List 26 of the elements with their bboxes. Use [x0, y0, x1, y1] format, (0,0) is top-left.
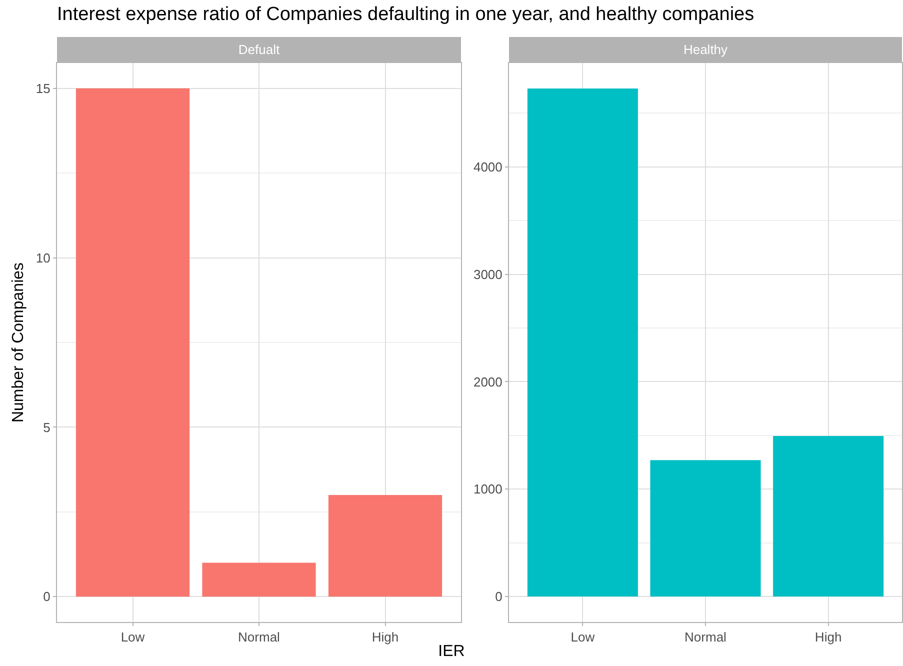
- chart-title: Healthy: [509, 37, 902, 62]
- y-tick-label: 5: [43, 420, 50, 435]
- y-tick-label: 15: [36, 80, 50, 96]
- x-tick-label: High: [814, 630, 842, 645]
- x-tick-label: Low: [570, 630, 596, 645]
- y-tick-label: 0: [43, 589, 50, 604]
- y-tick-label: 0: [495, 589, 502, 604]
- y-tick-label: 2000: [473, 374, 502, 390]
- bar: [202, 562, 316, 597]
- text: Interest expense ratio of Companies defaulting in one year, and healthy companies: [57, 4, 754, 26]
- y-tick-label: 10: [36, 250, 50, 266]
- x-tick-label: High: [372, 630, 399, 645]
- bar: [650, 460, 761, 597]
- bar: [76, 88, 190, 597]
- x-tick-label: Normal: [684, 630, 727, 645]
- y-tick-label: 3000: [473, 266, 502, 282]
- y-axis-title: Number of Companies: [10, 262, 27, 423]
- chart-title: Defualt: [57, 37, 461, 62]
- bar: [527, 88, 638, 597]
- x-tick-label: Low: [120, 630, 146, 645]
- x-tick-label: Normal: [238, 630, 280, 645]
- x-axis-title: IER: [437, 643, 466, 661]
- bar: [328, 494, 442, 597]
- bar: [773, 436, 884, 597]
- y-tick-label: 4000: [473, 159, 502, 174]
- y-tick-label: 1000: [473, 482, 502, 497]
